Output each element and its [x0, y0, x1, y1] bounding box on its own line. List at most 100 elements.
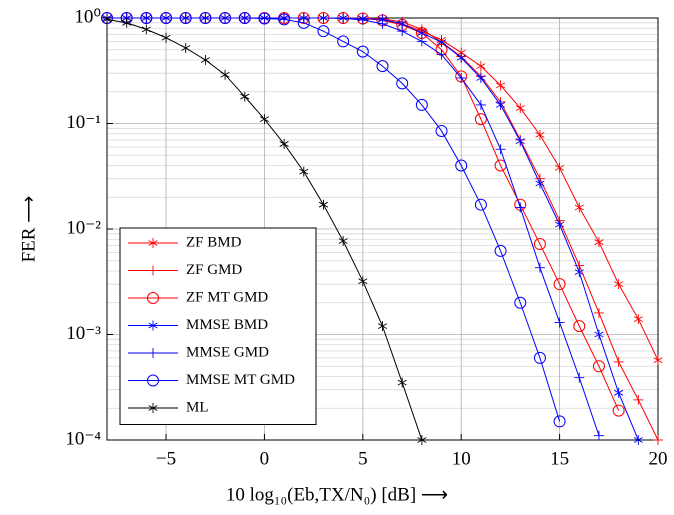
marker [476, 61, 486, 72]
marker [593, 430, 604, 441]
marker [279, 138, 289, 149]
marker-stroke [633, 437, 643, 443]
marker [555, 162, 565, 173]
marker-stroke [299, 168, 309, 175]
marker-circle [553, 415, 566, 428]
marker [515, 103, 525, 114]
marker [496, 80, 506, 91]
marker [279, 13, 290, 23]
marker [553, 415, 566, 428]
marker [653, 355, 663, 366]
marker [278, 13, 291, 26]
y-tick-label: 10⁻² [66, 217, 101, 238]
marker-circle [147, 374, 159, 387]
marker [554, 317, 565, 328]
marker [535, 178, 545, 189]
marker [553, 278, 566, 291]
marker-stroke [574, 204, 584, 211]
marker [338, 235, 348, 246]
marker [338, 13, 349, 24]
marker [494, 244, 507, 257]
marker-circle [474, 113, 487, 126]
plot-area [101, 12, 663, 445]
marker [297, 16, 310, 29]
marker [356, 45, 369, 58]
marker [456, 52, 466, 63]
marker-stroke [240, 93, 250, 100]
x-tick-label: 5 [358, 448, 368, 469]
marker-stroke [148, 240, 158, 246]
marker-circle [573, 320, 586, 333]
marker-stroke [515, 105, 525, 111]
marker [148, 238, 158, 248]
series-line [107, 17, 561, 422]
marker [614, 279, 624, 290]
marker [495, 144, 506, 155]
marker [476, 72, 486, 83]
marker [416, 36, 427, 47]
marker [593, 307, 604, 318]
marker-stroke [148, 405, 158, 411]
marker-stroke [614, 389, 624, 396]
marker [613, 356, 624, 367]
x-tick-label: 15 [550, 448, 569, 469]
marker-circle [376, 60, 389, 73]
marker [200, 54, 210, 65]
marker [534, 262, 545, 273]
marker [317, 25, 330, 38]
marker [535, 129, 545, 140]
marker [515, 202, 526, 213]
marker-circle [612, 404, 625, 417]
marker-stroke [633, 316, 643, 322]
marker [435, 124, 448, 137]
marker [299, 166, 309, 177]
marker-circle [474, 198, 487, 211]
marker-stroke [200, 57, 210, 63]
marker-stroke [181, 45, 191, 51]
marker [533, 351, 546, 364]
marker-circle [258, 12, 271, 25]
marker-stroke [476, 63, 486, 69]
marker-stroke [555, 221, 565, 228]
marker [456, 72, 467, 83]
marker [574, 267, 584, 278]
marker-circle [533, 351, 546, 364]
marker-stroke [122, 19, 132, 26]
marker [436, 49, 447, 60]
marker [147, 374, 159, 387]
marker-circle [140, 12, 153, 24]
marker [514, 296, 527, 309]
x-tick-label: −5 [156, 448, 176, 469]
x-tick-label: 10 [452, 448, 471, 469]
marker-stroke [259, 116, 269, 123]
marker [496, 99, 506, 110]
marker-circle [297, 16, 310, 29]
marker [397, 26, 408, 37]
marker-stroke [279, 141, 289, 147]
marker-stroke [397, 20, 407, 27]
marker [140, 12, 153, 24]
marker-stroke [614, 281, 624, 288]
marker-circle [396, 77, 409, 90]
marker [357, 14, 368, 25]
marker [633, 314, 643, 325]
marker [417, 28, 427, 39]
legend-label: ZF GMD [186, 262, 242, 278]
legend-label: MMSE BMD [186, 317, 268, 333]
legend-label: MMSE MT GMD [186, 372, 295, 388]
marker [436, 37, 447, 48]
marker [179, 12, 192, 24]
marker [474, 198, 487, 211]
marker-circle [199, 12, 212, 24]
marker [318, 13, 329, 23]
marker [259, 114, 269, 125]
marker [337, 35, 350, 48]
marker [377, 321, 388, 332]
marker-stroke [594, 239, 604, 246]
marker-stroke [653, 357, 663, 364]
marker-stroke [397, 379, 407, 386]
marker-stroke [102, 16, 112, 23]
legend-label: MMSE GMD [186, 344, 269, 360]
y-tick-label: 10⁻¹ [66, 112, 101, 133]
